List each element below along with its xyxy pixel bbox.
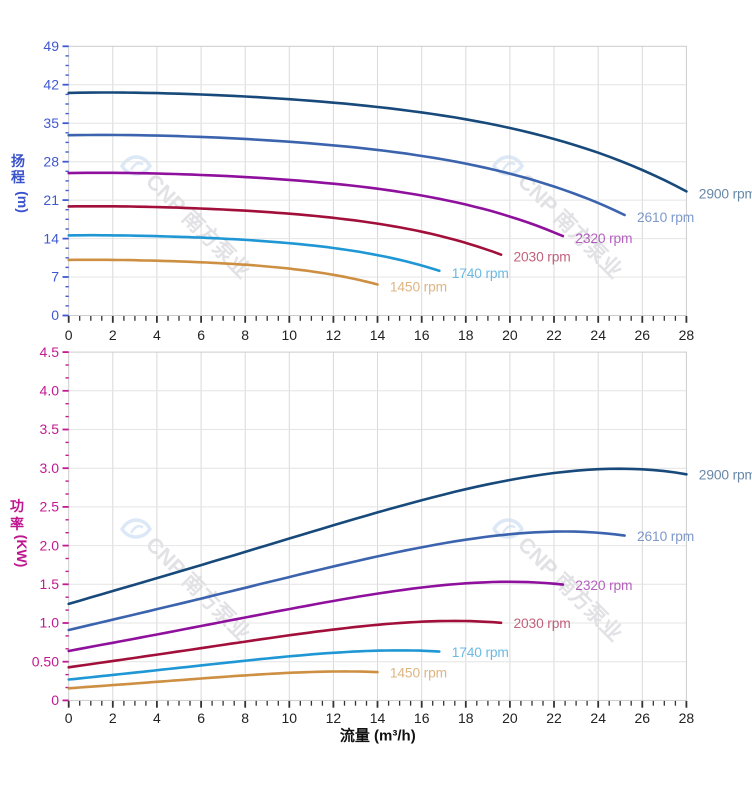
svg-text:16: 16	[414, 710, 430, 726]
svg-text:0.50: 0.50	[32, 653, 59, 669]
svg-text:功: 功	[10, 498, 24, 514]
svg-text:2030 rpm: 2030 rpm	[514, 616, 571, 631]
svg-text:28: 28	[679, 327, 695, 343]
svg-text:26: 26	[635, 710, 651, 726]
svg-text:4: 4	[153, 327, 161, 343]
svg-text:(m): (m)	[15, 191, 31, 213]
svg-text:2.0: 2.0	[40, 537, 60, 553]
svg-text:14: 14	[370, 327, 386, 343]
svg-text:24: 24	[590, 710, 606, 726]
svg-text:2: 2	[109, 710, 117, 726]
svg-text:CNP 南方泵业: CNP 南方泵业	[141, 169, 256, 284]
svg-text:程: 程	[11, 169, 25, 185]
svg-text:2900 rpm: 2900 rpm	[699, 468, 752, 483]
svg-text:10: 10	[282, 710, 298, 726]
svg-text:1450 rpm: 1450 rpm	[390, 665, 447, 680]
svg-text:2.5: 2.5	[40, 499, 60, 515]
svg-text:10: 10	[282, 327, 298, 343]
svg-text:2030 rpm: 2030 rpm	[514, 250, 571, 265]
svg-text:12: 12	[326, 710, 342, 726]
svg-text:35: 35	[43, 115, 59, 131]
svg-text:0: 0	[51, 307, 59, 323]
svg-text:(KW): (KW)	[14, 535, 30, 568]
svg-text:22: 22	[546, 710, 562, 726]
svg-text:24: 24	[590, 327, 606, 343]
svg-text:率: 率	[10, 516, 24, 532]
svg-text:22: 22	[546, 327, 562, 343]
svg-text:8: 8	[241, 327, 249, 343]
svg-text:1.0: 1.0	[40, 615, 60, 631]
svg-text:28: 28	[43, 153, 59, 169]
svg-text:6: 6	[197, 327, 205, 343]
svg-text:4.5: 4.5	[40, 344, 60, 360]
svg-text:2610 rpm: 2610 rpm	[637, 529, 694, 544]
svg-text:2: 2	[109, 327, 117, 343]
svg-text:2320 rpm: 2320 rpm	[575, 231, 632, 246]
svg-text:20: 20	[502, 710, 518, 726]
svg-text:21: 21	[43, 192, 59, 208]
svg-text:扬: 扬	[11, 153, 25, 169]
svg-text:16: 16	[414, 327, 430, 343]
svg-text:0: 0	[65, 710, 73, 726]
svg-text:2610 rpm: 2610 rpm	[637, 210, 694, 225]
svg-text:18: 18	[458, 710, 474, 726]
svg-text:0: 0	[51, 692, 59, 708]
svg-text:18: 18	[458, 327, 474, 343]
svg-text:6: 6	[197, 710, 205, 726]
svg-text:1.5: 1.5	[40, 576, 60, 592]
svg-text:1450 rpm: 1450 rpm	[390, 280, 447, 295]
svg-text:4: 4	[153, 710, 161, 726]
svg-text:28: 28	[679, 710, 695, 726]
svg-text:流量 (m³/h): 流量 (m³/h)	[340, 727, 416, 745]
svg-text:26: 26	[635, 327, 651, 343]
svg-text:CNP 南方泵业: CNP 南方泵业	[513, 169, 628, 284]
svg-text:14: 14	[43, 230, 59, 246]
svg-text:20: 20	[502, 327, 518, 343]
svg-text:1740 rpm: 1740 rpm	[452, 266, 509, 281]
svg-text:3.5: 3.5	[40, 421, 60, 437]
svg-text:4.0: 4.0	[40, 383, 60, 399]
svg-text:49: 49	[43, 38, 59, 54]
svg-text:42: 42	[43, 76, 59, 92]
svg-text:3.0: 3.0	[40, 460, 60, 476]
svg-text:2900 rpm: 2900 rpm	[699, 186, 752, 201]
svg-text:12: 12	[326, 327, 342, 343]
svg-text:14: 14	[370, 710, 386, 726]
svg-text:2320 rpm: 2320 rpm	[575, 578, 632, 593]
svg-text:8: 8	[241, 710, 249, 726]
svg-text:7: 7	[51, 269, 59, 285]
svg-text:0: 0	[65, 327, 73, 343]
svg-text:1740 rpm: 1740 rpm	[452, 645, 509, 660]
